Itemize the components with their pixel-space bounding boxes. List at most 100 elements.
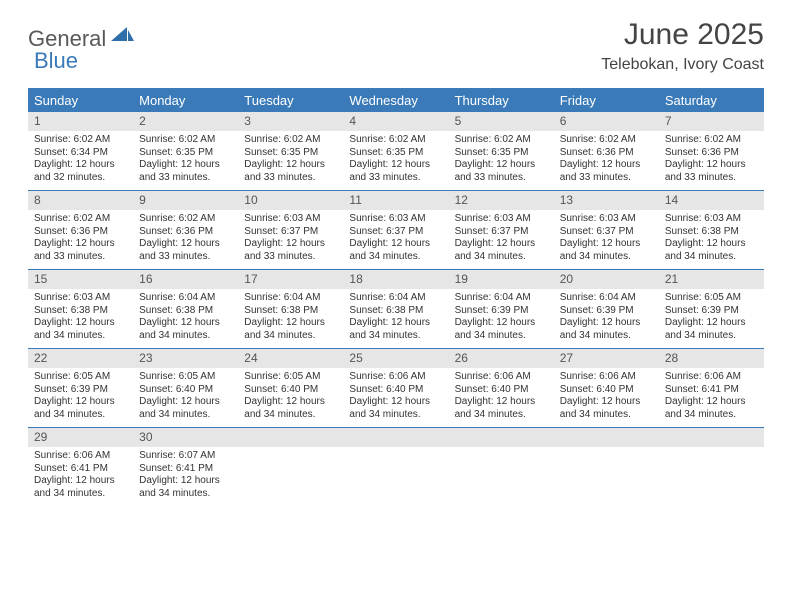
daylight-text: Daylight: 12 hours (133, 317, 238, 330)
logo-word-2: Blue (34, 48, 78, 74)
day-number: 30 (133, 428, 238, 447)
day-header: Wednesday (343, 89, 448, 112)
daylight-text: and 33 minutes. (28, 251, 133, 264)
daylight-text: Daylight: 12 hours (238, 396, 343, 409)
daylight-text: Daylight: 12 hours (343, 396, 448, 409)
daylight-text: and 34 minutes. (28, 409, 133, 422)
day-cell: 8Sunrise: 6:02 AMSunset: 6:36 PMDaylight… (28, 191, 133, 269)
day-cell: 1Sunrise: 6:02 AMSunset: 6:34 PMDaylight… (28, 112, 133, 190)
daylight-text: Daylight: 12 hours (28, 238, 133, 251)
daylight-text: and 34 minutes. (343, 251, 448, 264)
day-number: 7 (659, 112, 764, 131)
sunrise-text: Sunrise: 6:06 AM (28, 450, 133, 463)
day-cell: 28 Sunrise: 6:06 AMSunset: 6:41 PMDayligh… (659, 349, 764, 427)
sunrise-text: Sunrise: 6:06 AM (659, 371, 764, 384)
day-number: 6 (554, 112, 659, 131)
sunrise-text: Sunrise: 6:04 AM (133, 292, 238, 305)
week-row: 29Sunrise: 6:06 AMSunset: 6:41 PMDayligh… (28, 428, 764, 506)
sunrise-text: Sunrise: 6:04 AM (238, 292, 343, 305)
daylight-text: Daylight: 12 hours (659, 396, 764, 409)
month-title: June 2025 (601, 18, 764, 52)
sunrise-text: Sunrise: 6:02 AM (28, 134, 133, 147)
day-cell (449, 428, 554, 506)
day-number: 13 (554, 191, 659, 210)
daylight-text: and 34 minutes. (133, 488, 238, 501)
day-number: 15 (28, 270, 133, 289)
day-number: 26 (449, 349, 554, 368)
day-header: Friday (554, 89, 659, 112)
sunrise-text: Sunrise: 6:02 AM (449, 134, 554, 147)
day-number: 3 (238, 112, 343, 131)
daylight-text: and 34 minutes. (28, 488, 133, 501)
daylight-text: Daylight: 12 hours (343, 159, 448, 172)
day-cell: 23Sunrise: 6:05 AMSunset: 6:40 PMDayligh… (133, 349, 238, 427)
sunset-text: Sunset: 6:37 PM (449, 226, 554, 239)
daylight-text: and 34 minutes. (449, 330, 554, 343)
sunset-text: Sunset: 6:35 PM (238, 147, 343, 160)
sunset-text: Sunset: 6:39 PM (28, 384, 133, 397)
day-number: 9 (133, 191, 238, 210)
sunset-text: Sunset: 6:41 PM (659, 384, 764, 397)
sunset-text: Sunset: 6:39 PM (554, 305, 659, 318)
week-row: 8Sunrise: 6:02 AMSunset: 6:36 PMDaylight… (28, 191, 764, 270)
sunset-text: Sunset: 6:40 PM (343, 384, 448, 397)
sunrise-text: Sunrise: 6:02 AM (28, 213, 133, 226)
daylight-text: Daylight: 12 hours (659, 159, 764, 172)
day-cell: 20Sunrise: 6:04 AMSunset: 6:39 PMDayligh… (554, 270, 659, 348)
sunrise-text: Sunrise: 6:05 AM (133, 371, 238, 384)
daylight-text: Daylight: 12 hours (238, 317, 343, 330)
day-number: 11 (343, 191, 448, 210)
day-cell: 10Sunrise: 6:03 AMSunset: 6:37 PMDayligh… (238, 191, 343, 269)
sunset-text: Sunset: 6:37 PM (238, 226, 343, 239)
day-number: 24 (238, 349, 343, 368)
day-cell: 5Sunrise: 6:02 AMSunset: 6:35 PMDaylight… (449, 112, 554, 190)
sunrise-text: Sunrise: 6:02 AM (554, 134, 659, 147)
daylight-text: and 34 minutes. (28, 330, 133, 343)
daylight-text: Daylight: 12 hours (449, 238, 554, 251)
sunset-text: Sunset: 6:39 PM (659, 305, 764, 318)
day-number: 23 (133, 349, 238, 368)
sunset-text: Sunset: 6:39 PM (449, 305, 554, 318)
sunrise-text: Sunrise: 6:02 AM (133, 213, 238, 226)
daylight-text: Daylight: 12 hours (28, 475, 133, 488)
day-cell: 12Sunrise: 6:03 AMSunset: 6:37 PMDayligh… (449, 191, 554, 269)
day-cell: 15Sunrise: 6:03 AMSunset: 6:38 PMDayligh… (28, 270, 133, 348)
location: Telebokan, Ivory Coast (601, 56, 764, 74)
sunrise-text: Sunrise: 6:02 AM (659, 134, 764, 147)
day-cell: 30Sunrise: 6:07 AMSunset: 6:41 PMDayligh… (133, 428, 238, 506)
day-cell: 18Sunrise: 6:04 AMSunset: 6:38 PMDayligh… (343, 270, 448, 348)
day-number: 19 (449, 270, 554, 289)
daylight-text: Daylight: 12 hours (554, 238, 659, 251)
sunset-text: Sunset: 6:36 PM (554, 147, 659, 160)
day-cell: 6Sunrise: 6:02 AMSunset: 6:36 PMDaylight… (554, 112, 659, 190)
sunrise-text: Sunrise: 6:05 AM (659, 292, 764, 305)
daylight-text: and 33 minutes. (343, 172, 448, 185)
day-number: 10 (238, 191, 343, 210)
sail-icon (109, 25, 135, 51)
sunset-text: Sunset: 6:38 PM (133, 305, 238, 318)
title-block: June 2025 Telebokan, Ivory Coast (601, 18, 764, 74)
day-number: 20 (554, 270, 659, 289)
daylight-text: and 33 minutes. (238, 251, 343, 264)
sunrise-text: Sunrise: 6:03 AM (659, 213, 764, 226)
sunrise-text: Sunrise: 6:06 AM (343, 371, 448, 384)
daylight-text: and 32 minutes. (28, 172, 133, 185)
day-cell: 13Sunrise: 6:03 AMSunset: 6:37 PMDayligh… (554, 191, 659, 269)
sunset-text: Sunset: 6:38 PM (659, 226, 764, 239)
daylight-text: Daylight: 12 hours (28, 159, 133, 172)
day-number: 28 (659, 349, 764, 368)
day-number (554, 428, 659, 447)
daylight-text: Daylight: 12 hours (449, 396, 554, 409)
day-number: 25 (343, 349, 448, 368)
day-cell (554, 428, 659, 506)
daylight-text: Daylight: 12 hours (554, 317, 659, 330)
day-number: 4 (343, 112, 448, 131)
day-number: 14 (659, 191, 764, 210)
daylight-text: and 34 minutes. (133, 409, 238, 422)
sunrise-text: Sunrise: 6:03 AM (238, 213, 343, 226)
day-cell: 27Sunrise: 6:06 AMSunset: 6:40 PMDayligh… (554, 349, 659, 427)
daylight-text: Daylight: 12 hours (449, 317, 554, 330)
day-cell: 3Sunrise: 6:02 AMSunset: 6:35 PMDaylight… (238, 112, 343, 190)
daylight-text: Daylight: 12 hours (343, 317, 448, 330)
daylight-text: and 33 minutes. (449, 172, 554, 185)
